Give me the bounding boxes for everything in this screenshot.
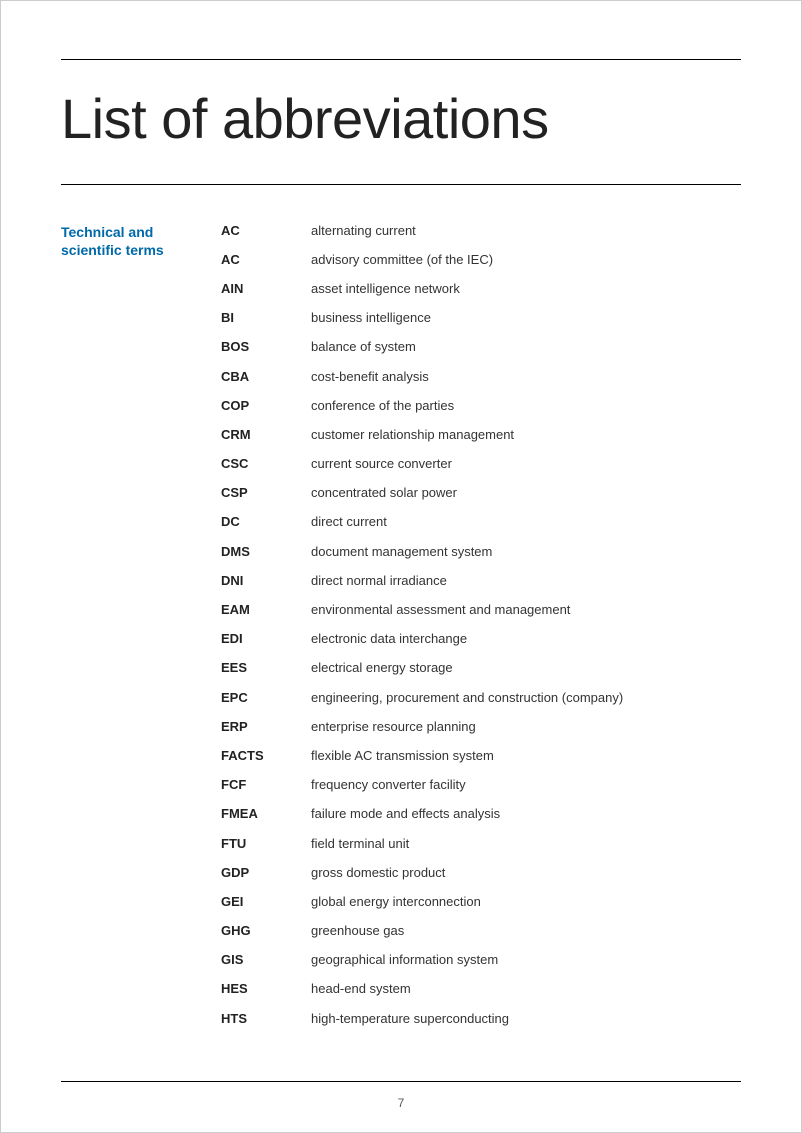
term-abbr: ERP xyxy=(221,719,293,736)
term-abbr: BOS xyxy=(221,339,293,356)
term-definition: business intelligence xyxy=(311,310,431,327)
page-number: 7 xyxy=(1,1096,801,1110)
term-abbr: GHG xyxy=(221,923,293,940)
term-abbr: EES xyxy=(221,660,293,677)
term-row: EPC engineering, procurement and construc… xyxy=(221,690,741,707)
term-definition: global energy interconnection xyxy=(311,894,481,911)
page-container: List of abbreviations Technical and scie… xyxy=(0,0,802,1133)
term-row: DMS document management system xyxy=(221,544,741,561)
term-row: GDP gross domestic product xyxy=(221,865,741,882)
term-definition: head-end system xyxy=(311,981,411,998)
term-abbr: DNI xyxy=(221,573,293,590)
term-abbr: AIN xyxy=(221,281,293,298)
term-definition: direct current xyxy=(311,514,387,531)
term-row: COP conference of the parties xyxy=(221,398,741,415)
term-abbr: FMEA xyxy=(221,806,293,823)
term-row: EES electrical energy storage xyxy=(221,660,741,677)
term-row: DC direct current xyxy=(221,514,741,531)
term-abbr: CSC xyxy=(221,456,293,473)
term-abbr: CBA xyxy=(221,369,293,386)
term-row: ERP enterprise resource planning xyxy=(221,719,741,736)
term-abbr: HTS xyxy=(221,1011,293,1028)
term-definition: current source converter xyxy=(311,456,452,473)
term-row: FTU field terminal unit xyxy=(221,836,741,853)
term-row: AIN asset intelligence network xyxy=(221,281,741,298)
term-abbr: GEI xyxy=(221,894,293,911)
term-row: CSP concentrated solar power xyxy=(221,485,741,502)
term-definition: geographical information system xyxy=(311,952,498,969)
term-abbr: CRM xyxy=(221,427,293,444)
term-row: AC alternating current xyxy=(221,223,741,240)
term-definition: gross domestic product xyxy=(311,865,445,882)
term-definition: alternating current xyxy=(311,223,416,240)
term-row: EDI electronic data interchange xyxy=(221,631,741,648)
content-area: Technical and scientific terms AC alterna… xyxy=(61,223,741,1040)
term-definition: conference of the parties xyxy=(311,398,454,415)
term-abbr: AC xyxy=(221,252,293,269)
term-row: EAM environmental assessment and manageme… xyxy=(221,602,741,619)
term-definition: field terminal unit xyxy=(311,836,409,853)
term-definition: concentrated solar power xyxy=(311,485,457,502)
term-definition: electronic data interchange xyxy=(311,631,467,648)
bottom-rule xyxy=(61,1081,741,1082)
term-row: FMEA failure mode and effects analysis xyxy=(221,806,741,823)
term-abbr: GIS xyxy=(221,952,293,969)
term-row: BI business intelligence xyxy=(221,310,741,327)
page-title: List of abbreviations xyxy=(61,88,741,150)
term-definition: flexible AC transmission system xyxy=(311,748,494,765)
term-abbr: FTU xyxy=(221,836,293,853)
term-row: FACTS flexible AC transmission system xyxy=(221,748,741,765)
term-definition: direct normal irradiance xyxy=(311,573,447,590)
term-abbr: AC xyxy=(221,223,293,240)
term-row: HTS high-temperature superconducting xyxy=(221,1011,741,1028)
term-definition: electrical energy storage xyxy=(311,660,453,677)
section-label: Technical and scientific terms xyxy=(61,223,201,1040)
term-definition: greenhouse gas xyxy=(311,923,404,940)
term-definition: environmental assessment and management xyxy=(311,602,570,619)
term-abbr: FCF xyxy=(221,777,293,794)
term-abbr: BI xyxy=(221,310,293,327)
term-abbr: COP xyxy=(221,398,293,415)
term-definition: high-temperature superconducting xyxy=(311,1011,509,1028)
term-abbr: DC xyxy=(221,514,293,531)
term-abbr: EPC xyxy=(221,690,293,707)
mid-rule xyxy=(61,184,741,185)
term-row: AC advisory committee (of the IEC) xyxy=(221,252,741,269)
term-abbr: EAM xyxy=(221,602,293,619)
term-definition: failure mode and effects analysis xyxy=(311,806,500,823)
term-definition: frequency converter facility xyxy=(311,777,466,794)
term-abbr: DMS xyxy=(221,544,293,561)
term-definition: engineering, procurement and constructio… xyxy=(311,690,623,707)
term-definition: balance of system xyxy=(311,339,416,356)
term-abbr: HES xyxy=(221,981,293,998)
term-row: GHG greenhouse gas xyxy=(221,923,741,940)
term-definition: document management system xyxy=(311,544,492,561)
term-row: FCF frequency converter facility xyxy=(221,777,741,794)
terms-list: AC alternating current AC advisory committe… xyxy=(221,223,741,1040)
term-definition: advisory committee (of the IEC) xyxy=(311,252,493,269)
term-abbr: GDP xyxy=(221,865,293,882)
term-row: GEI global energy interconnection xyxy=(221,894,741,911)
term-definition: asset intelligence network xyxy=(311,281,460,298)
term-row: CRM customer relationship management xyxy=(221,427,741,444)
term-abbr: CSP xyxy=(221,485,293,502)
top-rule xyxy=(61,59,741,60)
term-row: DNI direct normal irradiance xyxy=(221,573,741,590)
term-abbr: FACTS xyxy=(221,748,293,765)
term-definition: customer relationship management xyxy=(311,427,514,444)
term-row: HES head-end system xyxy=(221,981,741,998)
term-abbr: EDI xyxy=(221,631,293,648)
term-definition: cost-benefit analysis xyxy=(311,369,429,386)
term-row: CSC current source converter xyxy=(221,456,741,473)
term-definition: enterprise resource planning xyxy=(311,719,476,736)
term-row: GIS geographical information system xyxy=(221,952,741,969)
term-row: BOS balance of system xyxy=(221,339,741,356)
term-row: CBA cost-benefit analysis xyxy=(221,369,741,386)
